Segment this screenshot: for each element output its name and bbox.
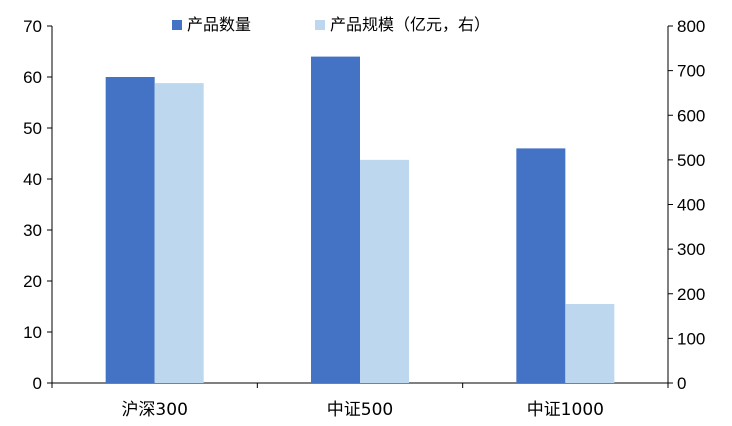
right-tick-label: 200 bbox=[677, 285, 705, 304]
left-tick-label: 70 bbox=[23, 17, 42, 36]
left-tick-label: 30 bbox=[23, 221, 42, 240]
right-tick-label: 100 bbox=[677, 329, 705, 348]
legend-label: 产品规模（亿元，右） bbox=[330, 15, 490, 34]
right-tick-label: 300 bbox=[677, 240, 705, 259]
right-tick-label: 500 bbox=[677, 151, 705, 170]
scale-bar-1 bbox=[154, 83, 204, 384]
left-tick-label: 50 bbox=[23, 119, 42, 138]
chart-bars bbox=[105, 56, 615, 384]
count-bar-1 bbox=[105, 77, 155, 383]
scale-bar-3 bbox=[565, 304, 615, 383]
count-bar-3 bbox=[516, 148, 566, 383]
left-tick-label: 0 bbox=[33, 374, 42, 393]
category-label: 沪深300 bbox=[121, 400, 187, 420]
legend-swatch bbox=[315, 20, 325, 30]
category-label: 中证1000 bbox=[527, 400, 604, 420]
right-tick-label: 400 bbox=[677, 196, 705, 215]
right-tick-label: 600 bbox=[677, 106, 705, 125]
chart-legend: 产品数量 产品规模（亿元，右） bbox=[172, 15, 490, 34]
scale-bar-2 bbox=[360, 159, 409, 383]
left-tick-label: 20 bbox=[23, 272, 42, 291]
left-tick-label: 10 bbox=[23, 323, 42, 342]
right-tick-label: 800 bbox=[677, 17, 705, 36]
left-tick-label: 60 bbox=[23, 68, 42, 87]
right-tick-label: 0 bbox=[677, 374, 686, 393]
count-bar-2 bbox=[311, 56, 360, 383]
legend-swatch bbox=[172, 20, 182, 30]
legend-label: 产品数量 bbox=[187, 15, 251, 34]
right-tick-label: 700 bbox=[677, 62, 705, 81]
left-tick-label: 40 bbox=[23, 170, 42, 189]
category-label: 中证500 bbox=[327, 400, 393, 420]
chart-labels: 0102030405060700100200300400500600700800… bbox=[23, 17, 705, 420]
